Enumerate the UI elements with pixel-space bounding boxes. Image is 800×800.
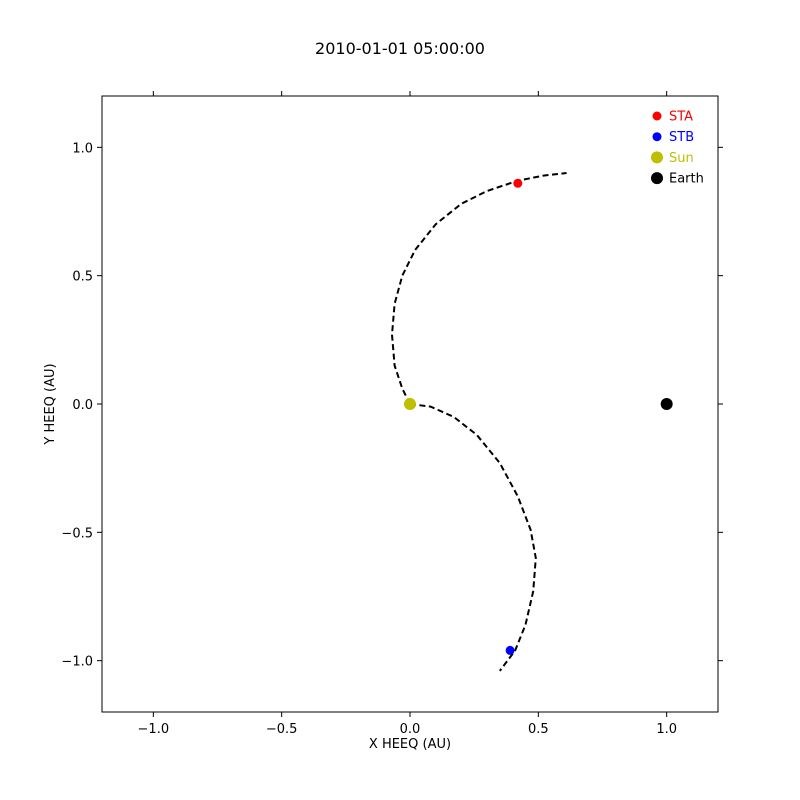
legend-marker-sun (651, 151, 663, 164)
earth-point (660, 398, 673, 410)
y-tick-label: 0.5 (72, 270, 93, 285)
sun-point (404, 398, 416, 410)
y-tick-label: 1.0 (72, 141, 93, 156)
chart-title: 2010-01-01 05:00:00 (315, 39, 485, 58)
x-tick-label: 1.0 (656, 722, 677, 737)
legend: STA STB Sun Earth (651, 110, 704, 187)
legend-marker-sta (652, 111, 662, 121)
x-axis-label: X HEEQ (AU) (369, 737, 451, 752)
legend-marker-stb (652, 132, 662, 142)
y-tick-label: −1.0 (61, 655, 93, 670)
x-tick-label: 0.0 (400, 722, 421, 737)
stb-point (505, 645, 515, 655)
legend-label-sta: STA (669, 110, 693, 125)
legend-marker-earth (651, 172, 663, 185)
x-tick-label: 0.5 (528, 722, 549, 737)
y-tick-label: 0.0 (72, 398, 93, 413)
x-tick-label: −1.0 (138, 722, 170, 737)
sta-point (513, 178, 523, 188)
axis-ticks: −1.0 −0.5 0.0 0.5 1.0 −1.0 −0.5 0.0 0.5 1.0 (61, 91, 723, 737)
y-axis-label: Y HEEQ (AU) (43, 363, 58, 445)
y-tick-label: −0.5 (61, 526, 93, 541)
legend-label-stb: STB (669, 130, 694, 145)
legend-label-earth: Earth (669, 172, 704, 187)
spiral-line-2 (409, 403, 537, 672)
legend-label-sun: Sun (669, 151, 694, 166)
x-tick-label: −0.5 (266, 722, 298, 737)
plot-area (390, 172, 673, 672)
